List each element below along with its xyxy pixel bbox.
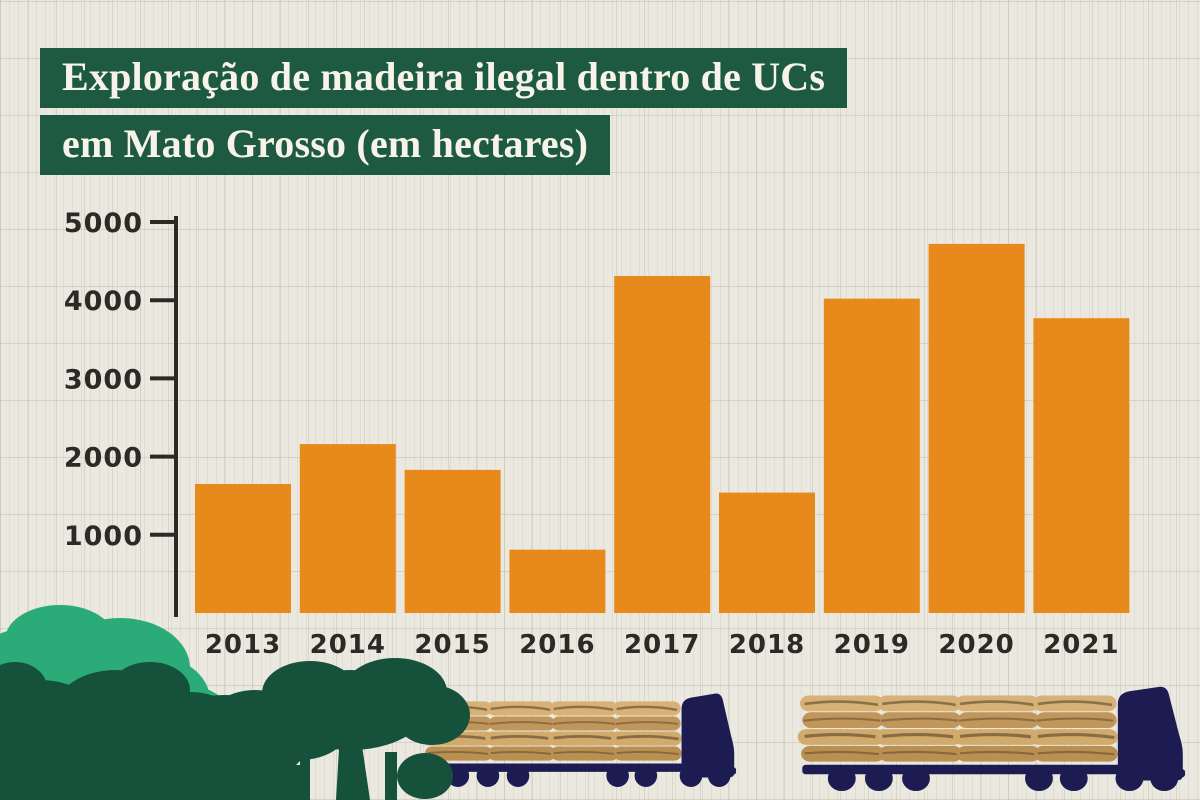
x-axis-label-2019: 2019 bbox=[834, 630, 910, 660]
chart-title: Exploração de madeira ilegal dentro de U… bbox=[40, 48, 848, 182]
y-axis-label-1000: 1000 bbox=[64, 521, 143, 552]
bar-2019 bbox=[823, 298, 920, 613]
foreground-tree-icon bbox=[248, 658, 470, 800]
x-axis-label-2017: 2017 bbox=[624, 630, 700, 660]
chart-title-text-2: em Mato Grosso (em hectares) bbox=[62, 121, 589, 166]
x-axis-label-2021: 2021 bbox=[1043, 630, 1119, 660]
bar-2020 bbox=[928, 243, 1025, 613]
bar-2017 bbox=[614, 275, 711, 613]
logging-truck-icon bbox=[422, 694, 736, 787]
x-axis-label-2015: 2015 bbox=[414, 630, 490, 660]
x-axis-label-2020: 2020 bbox=[938, 630, 1014, 660]
bar-2016 bbox=[509, 549, 606, 613]
chart-title-line-1: Exploração de madeira ilegal dentro de U… bbox=[40, 48, 848, 108]
bar-2018 bbox=[719, 492, 815, 613]
x-axis-label-2014: 2014 bbox=[310, 630, 386, 660]
y-axis-label-4000: 4000 bbox=[64, 286, 143, 317]
y-axis-label-2000: 2000 bbox=[64, 443, 143, 474]
bar-2014 bbox=[299, 444, 396, 613]
chart-title-text-1: Exploração de madeira ilegal dentro de U… bbox=[62, 54, 826, 99]
chart-title-line-2: em Mato Grosso (em hectares) bbox=[40, 115, 611, 175]
bar-2021 bbox=[1033, 318, 1130, 613]
y-axis-label-5000: 5000 bbox=[64, 208, 143, 239]
bar-2013 bbox=[195, 483, 291, 613]
bar-2015 bbox=[404, 469, 501, 613]
x-axis-label-2016: 2016 bbox=[519, 630, 595, 660]
y-axis-label-3000: 3000 bbox=[64, 364, 143, 395]
x-axis-label-2013: 2013 bbox=[205, 630, 281, 660]
x-axis-label-2018: 2018 bbox=[729, 630, 805, 660]
logging-truck-icon bbox=[798, 687, 1185, 791]
